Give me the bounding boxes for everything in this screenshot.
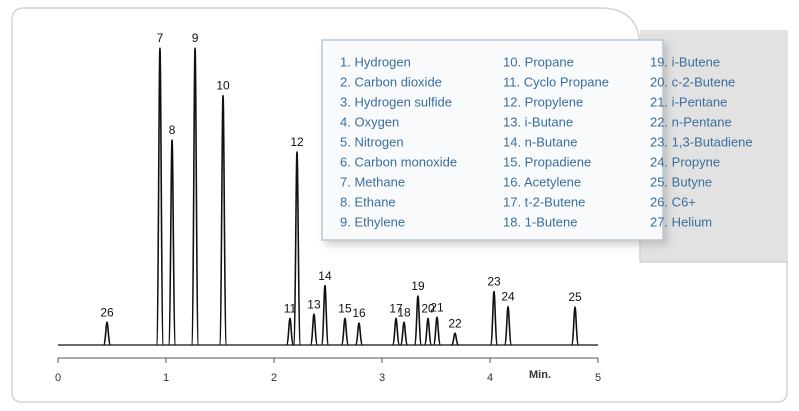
peak: [354, 322, 364, 346]
peak: [432, 316, 442, 346]
peak-label: 16: [352, 306, 366, 320]
peak: [570, 306, 580, 346]
legend-item: 4. Oxygen: [340, 114, 399, 129]
x-axis-label: Min.: [529, 369, 551, 381]
legend: 1. Hydrogen 2. Carbon dioxide 3. Hydrogen …: [321, 39, 753, 241]
peak: [451, 332, 459, 346]
legend-item: 18. 1-Butene: [503, 214, 577, 229]
legend-item: 21. i-Pentane: [650, 94, 727, 109]
legend-item: 20. c-2-Butene: [650, 74, 735, 89]
peak-label: 12: [290, 135, 304, 149]
peak-label: 26: [100, 305, 114, 319]
peak-label: 8: [169, 123, 176, 137]
peak-label: 21: [430, 300, 444, 314]
peak: [102, 321, 112, 346]
legend-item: 23. 1,3-Butadiene: [650, 134, 753, 149]
legend-item: 24. Propyne: [650, 154, 720, 169]
peak-label: 15: [338, 301, 352, 315]
shadow-band: [640, 30, 788, 265]
legend-item: 6. Carbon monoxide: [340, 154, 457, 169]
legend-item: 13. i-Butane: [503, 114, 573, 129]
peak: [413, 295, 423, 346]
legend-item: 3. Hydrogen sulfide: [340, 94, 452, 109]
peak: [285, 317, 295, 346]
legend-item: 27. Helium: [650, 214, 712, 229]
peak: [155, 47, 165, 346]
legend-item: 15. Propadiene: [503, 154, 591, 169]
peak: [503, 305, 513, 346]
legend-item: 19. i-Butene: [650, 54, 720, 69]
peak-label: 17: [389, 301, 403, 315]
x-tick-label: 5: [595, 372, 601, 384]
peak-label: 19: [411, 279, 425, 293]
legend-item: 25. Butyne: [650, 174, 712, 189]
peak: [423, 317, 433, 346]
x-tick-label: 0: [55, 372, 61, 384]
legend-box: [321, 39, 664, 241]
legend-item: 8. Ethane: [340, 194, 396, 209]
peak-label: 9: [192, 31, 199, 45]
legend-item: 9. Ethylene: [340, 214, 405, 229]
peak-label: 14: [318, 269, 332, 283]
legend-item: 7. Methane: [340, 174, 405, 189]
peak: [218, 94, 228, 346]
peak-label: 11: [284, 301, 297, 315]
peak-label: 7: [157, 31, 164, 45]
x-tick-label: 1: [163, 372, 169, 384]
peak-label: 18: [397, 305, 411, 319]
peak-label: 22: [448, 316, 462, 330]
peak-label: 20: [421, 301, 435, 315]
legend-item: 16. Acetylene: [503, 174, 581, 189]
peak: [167, 139, 177, 346]
x-tick-label: 3: [379, 372, 385, 384]
legend-item: 14. n-Butane: [503, 134, 577, 149]
peak: [292, 151, 302, 346]
peak: [190, 47, 200, 346]
peak: [320, 284, 330, 346]
peak-label: 13: [307, 297, 321, 311]
x-tick-label: 2: [271, 372, 277, 384]
legend-item: 10. Propane: [503, 54, 574, 69]
peak-label: 23: [487, 275, 501, 289]
peak-label: 24: [501, 290, 515, 304]
legend-item: 1. Hydrogen: [340, 54, 411, 69]
legend-item: 17. t-2-Butene: [503, 194, 585, 209]
legend-item: 12. Propylene: [503, 94, 583, 109]
peak: [309, 313, 319, 346]
legend-item: 2. Carbon dioxide: [340, 74, 442, 89]
peak: [489, 290, 499, 346]
peak-label: 25: [568, 290, 582, 304]
legend-item: 11. Cyclo Propane: [503, 74, 609, 89]
legend-item: 22. n-Pentane: [650, 114, 732, 129]
x-tick-label: 4: [487, 372, 493, 384]
peak: [399, 321, 409, 346]
legend-item: 26. C6+: [650, 194, 696, 209]
peak-label: 10: [216, 79, 230, 93]
peak: [391, 317, 401, 346]
legend-item: 5. Nitrogen: [340, 134, 404, 149]
peak: [340, 317, 350, 346]
